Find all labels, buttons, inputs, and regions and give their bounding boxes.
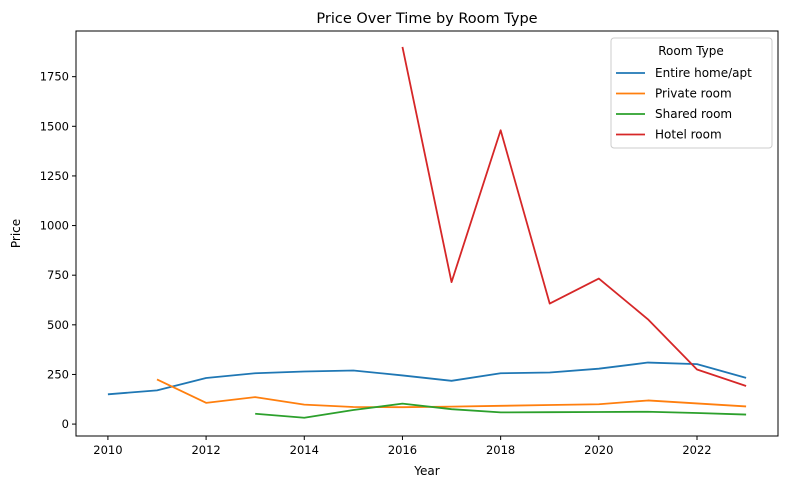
legend-label-private-room: Private room [655, 87, 732, 101]
legend-box [610, 37, 773, 149]
legend: Room Type Entire home/apt Private room Sha… [610, 37, 773, 149]
x-axis-label: Year [413, 464, 439, 478]
y-tick-label: 1500 [40, 119, 69, 133]
legend-label-shared-room: Shared room [655, 107, 732, 121]
x-tick-label: 2016 [388, 443, 417, 457]
x-axis-ticks: 2010 2012 2014 2016 2018 2020 2022 [93, 436, 712, 457]
series-lines [107, 46, 747, 419]
series-line-shared-room [255, 402, 747, 419]
y-tick-label: 1250 [40, 169, 69, 183]
plot-area [75, 30, 779, 437]
chart-title: Price Over Time by Room Type [316, 11, 537, 27]
legend-label-entire-home-apt: Entire home/apt [655, 66, 752, 80]
y-tick-label: 500 [47, 318, 69, 332]
legend-label-hotel-room: Hotel room [655, 128, 722, 142]
x-tick-label: 2020 [584, 443, 613, 457]
series-line-hotel-room [401, 46, 747, 387]
y-tick-label: 0 [62, 417, 69, 431]
axes-frame [75, 30, 779, 437]
y-axis-ticks: 0 250 500 750 1000 1250 1500 1750 [40, 70, 76, 431]
x-tick-label: 2010 [93, 443, 122, 457]
y-tick-label: 1000 [40, 219, 69, 233]
y-tick-label: 750 [47, 268, 69, 282]
y-tick-label: 250 [47, 367, 69, 381]
series-line-private-room [156, 378, 747, 409]
x-tick-label: 2022 [682, 443, 711, 457]
x-tick-label: 2018 [486, 443, 515, 457]
y-axis-label: Price [9, 219, 23, 248]
series-line-entire-home-apt [107, 361, 747, 396]
x-tick-label: 2012 [191, 443, 220, 457]
y-tick-label: 1750 [40, 70, 69, 84]
legend-title: Room Type [658, 44, 724, 58]
x-tick-label: 2014 [290, 443, 319, 457]
legend-items: Entire home/apt Private room Shared room Ho… [616, 66, 752, 142]
